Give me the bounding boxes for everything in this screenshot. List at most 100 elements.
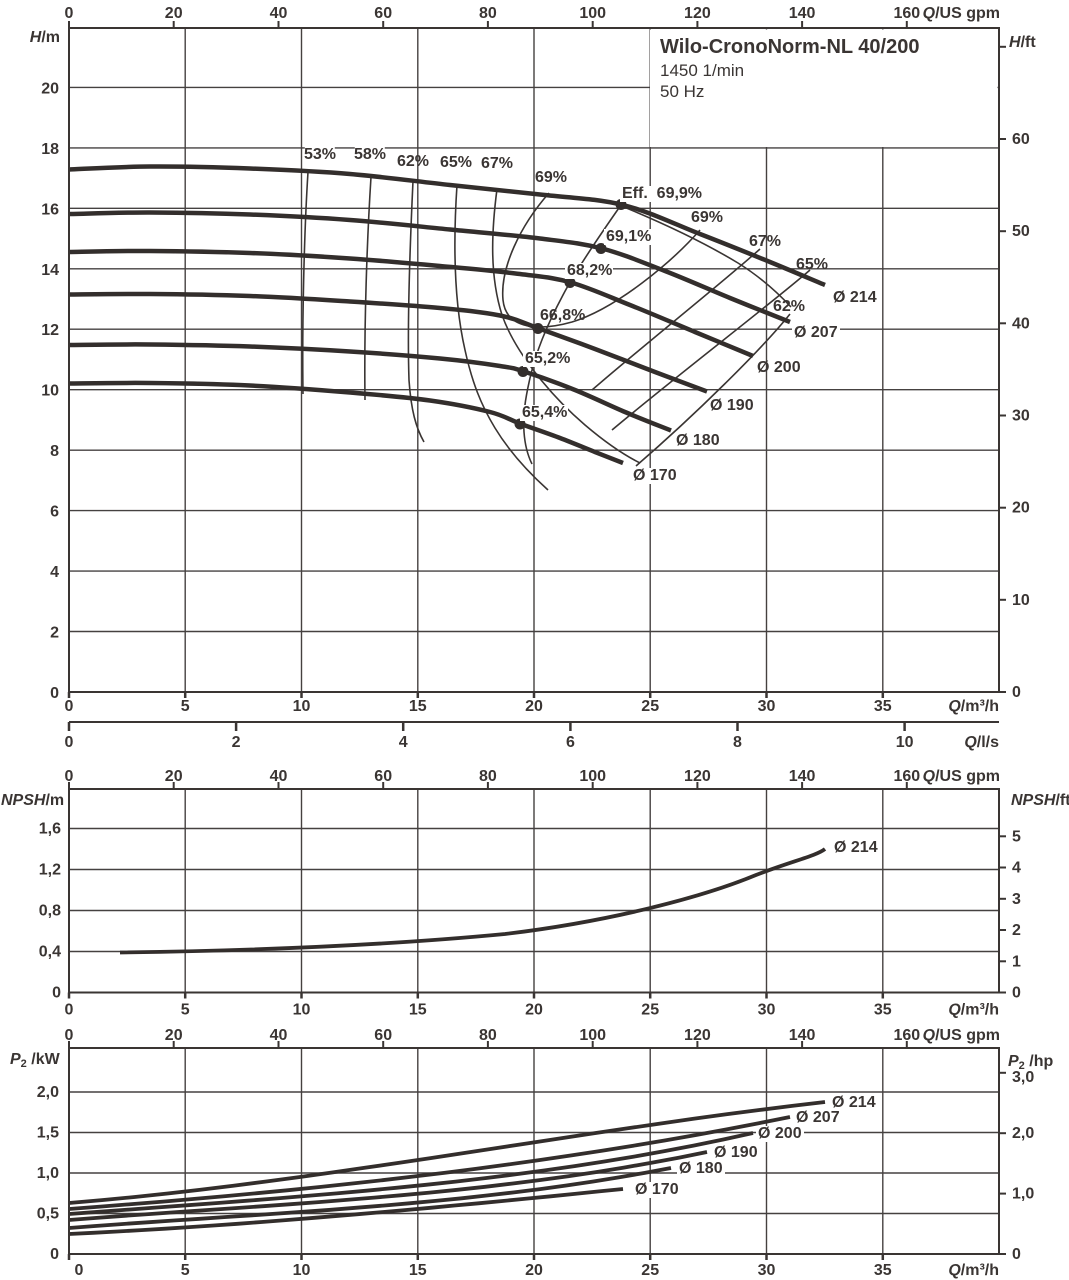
svg-text:1,0: 1,0 (37, 1165, 59, 1182)
svg-text:0: 0 (65, 768, 74, 785)
svg-text:140: 140 (789, 768, 816, 785)
svg-text:120: 120 (684, 768, 711, 785)
svg-text:0: 0 (65, 698, 74, 715)
svg-text:100: 100 (579, 1027, 606, 1044)
svg-text:100: 100 (579, 768, 606, 785)
svg-text:80: 80 (479, 1027, 497, 1044)
svg-text:Ø 170: Ø 170 (635, 1181, 679, 1198)
svg-text:NPSH/m: NPSH/m (1, 792, 64, 809)
svg-text:H/m: H/m (30, 29, 60, 46)
svg-text:50 Hz: 50 Hz (660, 82, 704, 101)
svg-text:10: 10 (293, 698, 311, 715)
svg-text:5: 5 (181, 1262, 190, 1279)
svg-text:40: 40 (270, 768, 288, 785)
svg-text:3,0: 3,0 (1012, 1069, 1034, 1086)
svg-text:1450 1/min: 1450 1/min (660, 61, 744, 80)
svg-text:35: 35 (874, 1262, 892, 1279)
svg-text:4: 4 (50, 564, 59, 581)
svg-text:20: 20 (165, 1027, 183, 1044)
svg-text:20: 20 (525, 698, 543, 715)
svg-text:15: 15 (409, 698, 427, 715)
svg-text:Q/US gpm: Q/US gpm (923, 768, 1000, 785)
svg-text:69,1%: 69,1% (606, 228, 651, 245)
svg-text:0: 0 (52, 985, 61, 1002)
svg-text:Ø 207: Ø 207 (796, 1109, 840, 1126)
svg-text:30: 30 (758, 1262, 776, 1279)
svg-text:2: 2 (1012, 922, 1021, 939)
svg-text:0: 0 (65, 5, 74, 22)
svg-text:20: 20 (41, 80, 59, 97)
svg-text:4: 4 (1012, 860, 1021, 877)
svg-text:Q/m³/h: Q/m³/h (948, 698, 999, 715)
svg-text:H/ft: H/ft (1009, 34, 1036, 51)
svg-text:30: 30 (758, 1002, 776, 1019)
svg-text:Q/m³/h: Q/m³/h (948, 1262, 999, 1279)
svg-text:20: 20 (525, 1002, 543, 1019)
svg-text:Ø 214: Ø 214 (833, 289, 877, 306)
svg-text:Ø 190: Ø 190 (710, 397, 754, 414)
svg-text:Wilo-CronoNorm-NL 40/200: Wilo-CronoNorm-NL 40/200 (660, 36, 919, 58)
svg-text:62%: 62% (397, 153, 429, 170)
svg-text:60: 60 (1012, 131, 1030, 148)
svg-text:65%: 65% (440, 154, 472, 171)
svg-text:0: 0 (1012, 684, 1021, 701)
svg-text:0: 0 (65, 1027, 74, 1044)
svg-text:5: 5 (1012, 828, 1021, 845)
svg-text:0: 0 (65, 734, 74, 751)
svg-text:0: 0 (75, 1262, 84, 1279)
svg-text:67%: 67% (749, 233, 781, 250)
svg-text:120: 120 (684, 5, 711, 22)
svg-text:Ø 214: Ø 214 (832, 1094, 876, 1111)
svg-text:16: 16 (41, 201, 59, 218)
svg-text:69%: 69% (691, 209, 723, 226)
svg-text:0: 0 (1012, 1246, 1021, 1263)
svg-text:58%: 58% (354, 146, 386, 163)
svg-text:60: 60 (374, 5, 392, 22)
svg-text:66,8%: 66,8% (540, 307, 585, 324)
svg-text:12: 12 (41, 322, 59, 339)
svg-text:60: 60 (374, 768, 392, 785)
svg-text:15: 15 (409, 1002, 427, 1019)
svg-text:10: 10 (293, 1262, 311, 1279)
svg-text:Ø 180: Ø 180 (676, 432, 720, 449)
svg-text:6: 6 (566, 734, 575, 751)
svg-text:3: 3 (1012, 891, 1021, 908)
svg-text:30: 30 (1012, 408, 1030, 425)
svg-text:NPSH/ft: NPSH/ft (1011, 792, 1069, 809)
svg-text:0: 0 (50, 685, 59, 702)
svg-text:10: 10 (293, 1002, 311, 1019)
svg-text:65,4%: 65,4% (522, 404, 567, 421)
svg-text:40: 40 (270, 1027, 288, 1044)
svg-text:10: 10 (41, 383, 59, 400)
svg-text:2,0: 2,0 (1012, 1125, 1034, 1142)
svg-text:160: 160 (893, 1027, 920, 1044)
svg-text:5: 5 (181, 698, 190, 715)
svg-text:2: 2 (232, 734, 241, 751)
svg-text:0: 0 (65, 1002, 74, 1019)
svg-text:1: 1 (1012, 953, 1021, 970)
svg-text:Ø 214: Ø 214 (834, 839, 878, 856)
svg-text:20: 20 (525, 1262, 543, 1279)
svg-text:20: 20 (165, 5, 183, 22)
svg-text:18: 18 (41, 141, 59, 158)
svg-text:53%: 53% (304, 146, 336, 163)
svg-text:1,6: 1,6 (39, 821, 61, 838)
svg-text:Q/US gpm: Q/US gpm (923, 5, 1000, 22)
svg-text:8: 8 (733, 734, 742, 751)
svg-text:Ø 170: Ø 170 (633, 467, 677, 484)
svg-text:62%: 62% (773, 298, 805, 315)
svg-text:Ø 200: Ø 200 (758, 1125, 802, 1142)
svg-text:Eff. 69,9%: Eff. 69,9% (622, 185, 702, 202)
svg-text:10: 10 (1012, 592, 1030, 609)
svg-text:25: 25 (641, 698, 659, 715)
svg-text:20: 20 (165, 768, 183, 785)
svg-text:8: 8 (50, 443, 59, 460)
svg-text:35: 35 (874, 698, 892, 715)
svg-text:40: 40 (1012, 315, 1030, 332)
svg-text:1,0: 1,0 (1012, 1186, 1034, 1203)
svg-text:1,2: 1,2 (39, 862, 61, 879)
svg-text:0,5: 0,5 (37, 1206, 59, 1223)
svg-text:80: 80 (479, 5, 497, 22)
svg-text:100: 100 (579, 5, 606, 22)
svg-text:60: 60 (374, 1027, 392, 1044)
